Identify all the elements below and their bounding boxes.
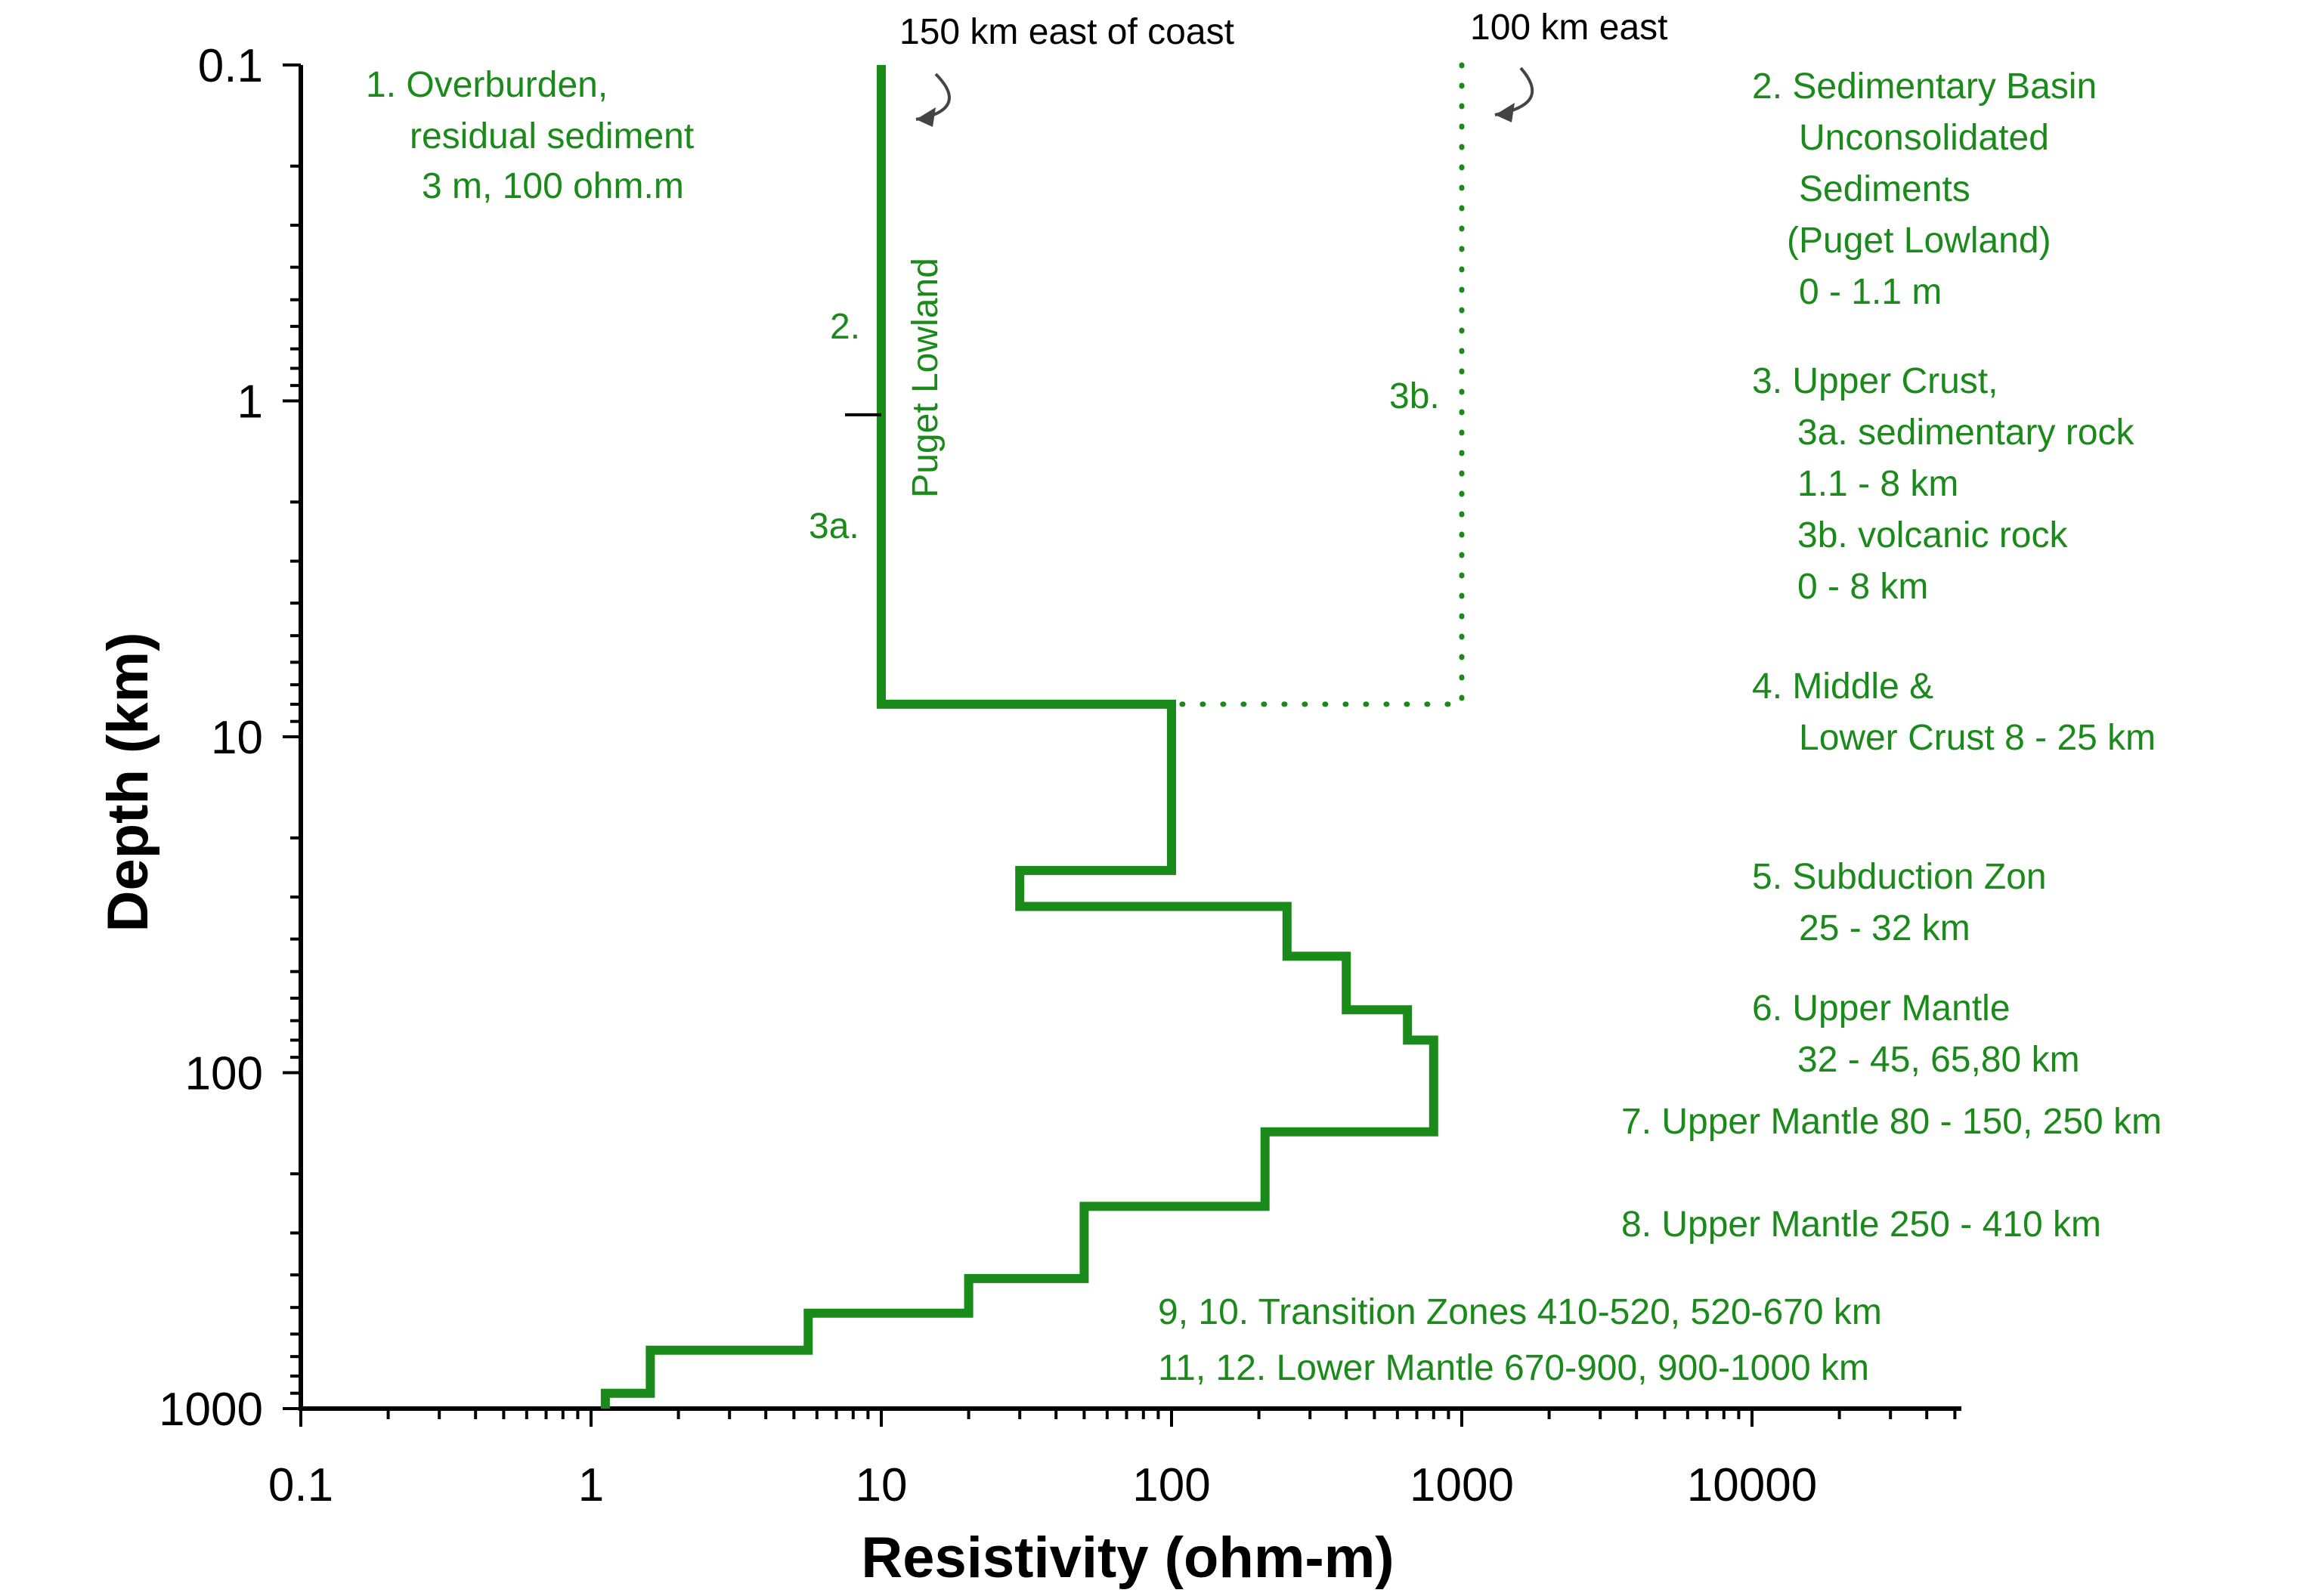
label-puget-lowland: Puget Lowland	[905, 258, 946, 498]
x-tick-label: 0.1	[268, 1459, 333, 1511]
series-line-150km-east	[600, 65, 1438, 1409]
label-layer-3b: 3b.	[1389, 376, 1440, 416]
tick-labels: 0.1 1 10 100 1000 10000 0.1 1 10 100 1000	[159, 40, 1817, 1511]
annotation-item-7: 7. Upper Mantle 80 - 150, 250 km	[1621, 1102, 2162, 1142]
x-tick-label: 10	[856, 1459, 908, 1511]
arrow-150km	[915, 73, 951, 127]
annotation-item-3: 3. Upper Crust, 3a. sedimentary rock 1.1…	[1752, 361, 2144, 607]
x-tick-label: 10000	[1687, 1459, 1817, 1511]
x-axis-title: Resistivity (ohm-m)	[861, 1526, 1394, 1590]
annotation-item-8: 8. Upper Mantle 250 - 410 km	[1621, 1205, 2101, 1245]
annotation-item-1: 1. Overburden, residual sediment 3 m, 10…	[366, 65, 704, 206]
series-layer	[600, 62, 1465, 1409]
y-tick-label: 10	[211, 712, 263, 764]
x-tick-label: 100	[1132, 1459, 1210, 1511]
y-tick-label: 1000	[159, 1384, 263, 1436]
y-tick-label: 100	[185, 1048, 263, 1100]
label-layer-2: 2.	[830, 307, 860, 347]
annotation-item-11-12: 11, 12. Lower Mantle 670-900, 900-1000 k…	[1158, 1348, 1869, 1388]
label-layer-3a: 3a.	[809, 506, 859, 546]
axes	[299, 65, 1961, 1411]
y-tick-label: 1	[237, 376, 263, 428]
label-100km-east: 100 km east	[1470, 8, 1667, 48]
x-tick-label: 1000	[1410, 1459, 1514, 1511]
x-tick-label: 1	[578, 1459, 604, 1511]
annotation-item-9-10: 9, 10. Transition Zones 410-520, 520-670…	[1158, 1292, 1882, 1332]
annotation-item-5: 5. Subduction Zon 25 - 32 km	[1752, 857, 2057, 948]
annotation-item-6: 6. Upper Mantle 32 - 45, 65,80 km	[1752, 988, 2080, 1080]
arrow-100km	[1494, 66, 1534, 122]
annotation-item-4: 4. Middle & Lower Crust 8 - 25 km	[1752, 667, 2156, 758]
y-tick-label: 0.1	[198, 40, 263, 92]
label-150km-east: 150 km east of coast	[899, 12, 1234, 52]
y-axis-title: Depth (km)	[96, 633, 160, 933]
annotation-item-2: 2. Sedimentary Basin Unconsolidated Sedi…	[1752, 66, 2107, 312]
